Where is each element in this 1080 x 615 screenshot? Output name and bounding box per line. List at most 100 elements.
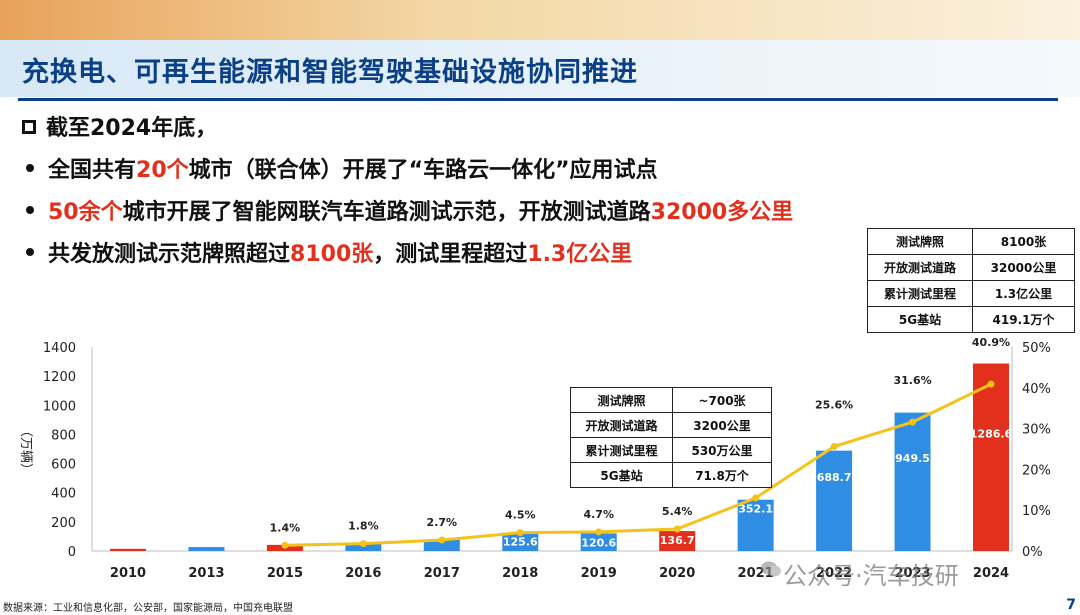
table-key: 测试牌照 bbox=[867, 228, 973, 255]
table-key: 开放测试道路 bbox=[570, 412, 673, 438]
watermark-text: 公众号·汽车技研 bbox=[783, 562, 959, 590]
bar-data-label: 352.1 bbox=[738, 503, 773, 516]
table-row: 测试牌照 ~700张 bbox=[570, 387, 772, 413]
line-data-label: 1.8% bbox=[348, 520, 379, 533]
page-number: 7 bbox=[1066, 597, 1076, 613]
line-data-label: 5.4% bbox=[662, 505, 693, 518]
bar bbox=[580, 533, 617, 551]
bar-data-label: 120.6 bbox=[581, 536, 616, 549]
y-tick-label: 0 bbox=[68, 545, 76, 560]
bar bbox=[110, 548, 146, 551]
table-row: 5G基站 419.1万个 bbox=[867, 306, 1075, 333]
bullet-item: 全国共有20个城市（联合体）开展了“车路云一体化”应用试点 bbox=[22, 152, 658, 184]
bar-data-label: 1286.6 bbox=[970, 427, 1013, 440]
stats-table-2020: 测试牌照 ~700张 开放测试道路 3200公里 累计测试里程 530万公里 5G基站… bbox=[570, 387, 772, 488]
y-tick-label: 1400 bbox=[43, 341, 76, 356]
bullet-item: 共发放测试示范牌照超过8100张，测试里程超过1.3亿公里 bbox=[22, 236, 632, 268]
y2-tick-label: 10% bbox=[1022, 504, 1051, 519]
table-value: 530万公里 bbox=[672, 437, 772, 463]
bar bbox=[423, 539, 460, 551]
table-row: 累计测试里程 1.3亿公里 bbox=[867, 280, 1075, 307]
line-data-label: 31.6% bbox=[893, 374, 931, 387]
bullet-text: 全国共有 bbox=[48, 158, 137, 183]
line-point bbox=[909, 418, 917, 426]
x-tick-label: 2023 bbox=[894, 566, 930, 581]
y2-tick-label: 0% bbox=[1022, 545, 1043, 560]
stats-table-2024: 测试牌照 8100张 开放测试道路 32000公里 累计测试里程 1.3亿公里 5G基… bbox=[867, 228, 1075, 333]
bullet-text: 城市（联合体）开展了“车路云一体化”应用试点 bbox=[188, 158, 658, 183]
table-row: 开放测试道路 32000公里 bbox=[867, 254, 1075, 281]
bar bbox=[894, 412, 931, 551]
bar bbox=[973, 363, 1009, 551]
table-value: 32000公里 bbox=[972, 254, 1075, 281]
wechat-icon bbox=[761, 561, 781, 577]
y-tick-label: 1200 bbox=[43, 370, 76, 385]
y-tick-label: 600 bbox=[51, 458, 76, 473]
page-title: 充换电、可再生能源和智能驾驶基础设施协同推进 bbox=[22, 57, 638, 88]
line-point bbox=[830, 443, 838, 451]
line-point bbox=[359, 540, 367, 548]
line-data-label: 4.7% bbox=[583, 508, 614, 521]
bar bbox=[502, 532, 539, 551]
dot-bullet-icon bbox=[26, 248, 34, 256]
title-band bbox=[0, 40, 1080, 97]
table-value: 419.1万个 bbox=[972, 306, 1075, 333]
bar bbox=[659, 531, 696, 551]
highlight-text: 1.3亿公里 bbox=[527, 242, 633, 267]
bullet-text: 截至2024年底， bbox=[46, 116, 218, 141]
x-tick-label: 2018 bbox=[502, 566, 538, 581]
table-key: 5G基站 bbox=[867, 306, 973, 333]
highlight-text: 50余个 bbox=[48, 200, 123, 225]
y2-tick-label: 50% bbox=[1022, 341, 1051, 356]
chart-svg: 0 200 400 600 800 1000 1200 1400 0% 10% 20% 30% 40% 5… bbox=[18, 336, 1051, 581]
table-key: 5G基站 bbox=[570, 462, 673, 488]
y-tick-label: 800 bbox=[51, 428, 76, 443]
y2-tick-label: 20% bbox=[1022, 463, 1051, 478]
x-tick-label: 2013 bbox=[188, 566, 224, 581]
x-tick-label: 2022 bbox=[816, 566, 852, 581]
table-row: 累计测试里程 530万公里 bbox=[570, 437, 772, 463]
x-tick-label: 2010 bbox=[110, 566, 146, 581]
line-data-label: 1.4% bbox=[270, 521, 301, 534]
source-note: 数据来源：工业和信息化部，公安部，国家能源局，中国充电联盟 bbox=[3, 603, 293, 614]
bullet-text: 城市开展了智能网联汽车道路测试示范，开放测试道路 bbox=[122, 200, 651, 225]
line-data-label: 25.6% bbox=[815, 399, 853, 412]
bar-data-label: 688.7 bbox=[817, 471, 852, 484]
x-tick-label: 2019 bbox=[581, 566, 617, 581]
table-row: 5G基站 71.8万个 bbox=[570, 462, 772, 488]
table-value: 8100张 bbox=[972, 228, 1075, 255]
bar bbox=[737, 499, 774, 551]
highlight-text: 8100张 bbox=[290, 242, 374, 267]
bar bbox=[188, 547, 225, 551]
line-point bbox=[752, 494, 760, 502]
line-data-label: 2.7% bbox=[427, 516, 458, 529]
y-tick-label: 1000 bbox=[43, 399, 76, 414]
bar-data-label: 125.6 bbox=[503, 536, 538, 549]
table-key: 累计测试里程 bbox=[570, 437, 673, 463]
table-key: 开放测试道路 bbox=[867, 254, 973, 281]
bar-data-label: 136.7 bbox=[660, 534, 695, 547]
square-bullet-icon bbox=[22, 120, 36, 134]
line-data-label: 4.5% bbox=[505, 509, 536, 522]
table-value: ~700张 bbox=[672, 387, 772, 413]
bullet-item: 50余个城市开展了智能网联汽车道路测试示范，开放测试道路32000多公里 bbox=[22, 194, 793, 226]
x-tick-label: 2020 bbox=[659, 566, 695, 581]
y-tick-label: 400 bbox=[51, 487, 76, 502]
table-row: 测试牌照 8100张 bbox=[867, 228, 1075, 255]
table-value: 3200公里 bbox=[672, 412, 772, 438]
highlight-text: 32000多公里 bbox=[650, 200, 794, 225]
y2-tick-label: 30% bbox=[1022, 423, 1051, 438]
top-decor-bar bbox=[0, 0, 1080, 40]
bar-data-label: 949.5 bbox=[895, 452, 930, 465]
highlight-text: 20个 bbox=[136, 158, 189, 183]
bar bbox=[816, 450, 853, 551]
table-row: 开放测试道路 3200公里 bbox=[570, 412, 772, 438]
table-key: 累计测试里程 bbox=[867, 280, 973, 307]
title-divider bbox=[18, 98, 1058, 101]
line-point bbox=[673, 525, 681, 533]
bar bbox=[345, 543, 382, 551]
dot-bullet-icon bbox=[26, 164, 34, 172]
bullet-heading: 截至2024年底， bbox=[22, 110, 217, 142]
table-key: 测试牌照 bbox=[570, 387, 673, 413]
x-tick-label: 2024 bbox=[973, 566, 1009, 581]
